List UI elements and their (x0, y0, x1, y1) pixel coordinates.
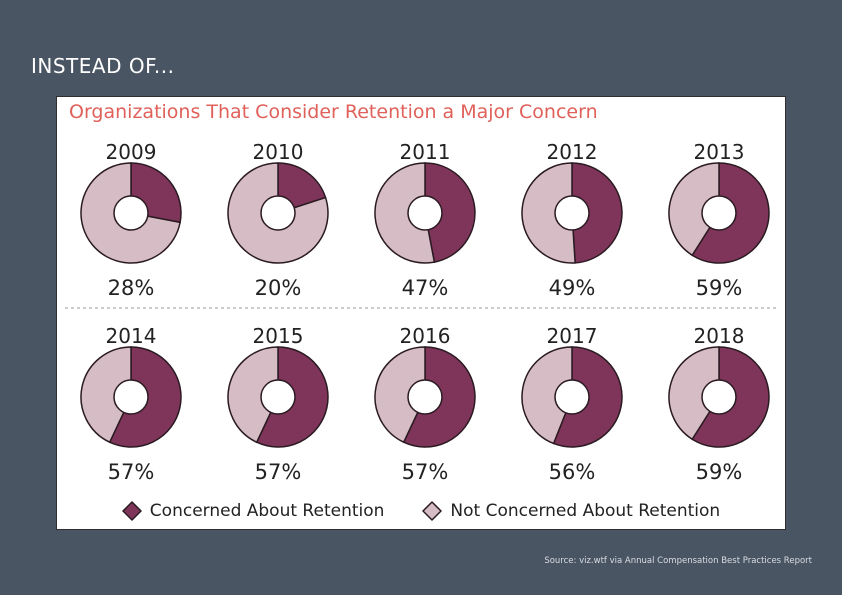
donut-2015: 2015 57% (227, 324, 329, 484)
chart-legend: Concerned About Retention Not Concerned … (57, 501, 785, 521)
slice-not-concerned (374, 346, 426, 444)
year-label: 2012 (547, 140, 598, 164)
percent-label: 57% (255, 460, 302, 484)
donut-2012: 2012 49% (521, 140, 623, 300)
percent-label: 59% (696, 460, 743, 484)
legend-swatch-concerned (122, 501, 142, 521)
legend-swatch-concerned-shape (122, 501, 142, 521)
source-note: Source: viz.wtf via Annual Compensation … (544, 556, 812, 566)
donut-2013: 2013 59% (668, 140, 770, 300)
year-label: 2017 (547, 324, 598, 348)
year-label: 2018 (694, 324, 745, 348)
slice-not-concerned (521, 162, 576, 264)
legend-swatch-not-concerned (422, 501, 443, 521)
year-label: 2013 (694, 140, 745, 164)
donut-hole (701, 195, 737, 231)
donut-2010: 2010 20% (227, 140, 329, 300)
slice-not-concerned (668, 162, 720, 257)
percent-label: 49% (549, 276, 596, 300)
legend-swatch-not-concerned-shape (422, 501, 443, 521)
year-label: 2014 (106, 324, 157, 348)
donut-2016: 2016 57% (374, 324, 476, 484)
donut-hole (407, 379, 443, 415)
donut-hole (407, 195, 443, 231)
donut-hole (701, 379, 737, 415)
donut-2009: 2009 28% (80, 140, 182, 300)
donut-2018: 2018 59% (668, 324, 770, 484)
percent-label: 57% (402, 460, 449, 484)
percent-label: 59% (696, 276, 743, 300)
donut-hole (554, 195, 590, 231)
percent-label: 20% (255, 276, 302, 300)
percent-label: 47% (402, 276, 449, 300)
percent-label: 57% (108, 460, 155, 484)
donut-2011: 2011 47% (374, 140, 476, 300)
donut-hole (554, 379, 590, 415)
percent-label: 56% (549, 460, 596, 484)
donut-grid: 2009 28% 2010 20% 2011 47% 2012 49% 2013 59% 2014 5… (65, 140, 779, 484)
slice-not-concerned (227, 346, 279, 444)
donut-2017: 2017 56% (521, 324, 623, 484)
slice-not-concerned (80, 346, 132, 444)
slide-heading: INSTEAD OF... (31, 54, 175, 78)
donut-hole (260, 195, 296, 231)
chart-title: Organizations That Consider Retention a … (69, 101, 598, 123)
year-label: 2015 (253, 324, 304, 348)
legend-item-concerned: Concerned About Retention (122, 501, 385, 521)
donut-hole (113, 195, 149, 231)
legend-label-concerned: Concerned About Retention (149, 501, 385, 521)
slice-not-concerned (374, 162, 436, 264)
percent-label: 28% (108, 276, 155, 300)
legend-item-not-concerned: Not Concerned About Retention (422, 501, 720, 521)
chart-card: Organizations That Consider Retention a … (56, 96, 786, 530)
legend-label-not-concerned: Not Concerned About Retention (450, 501, 721, 521)
donut-hole (113, 379, 149, 415)
donut-2014: 2014 57% (80, 324, 182, 484)
year-label: 2011 (400, 140, 451, 164)
year-label: 2010 (253, 140, 304, 164)
year-label: 2016 (400, 324, 451, 348)
year-label: 2009 (106, 140, 157, 164)
donut-hole (260, 379, 296, 415)
slice-not-concerned (521, 346, 573, 445)
slice-not-concerned (668, 346, 720, 441)
slice-concerned (424, 162, 476, 263)
slice-concerned (571, 162, 623, 264)
